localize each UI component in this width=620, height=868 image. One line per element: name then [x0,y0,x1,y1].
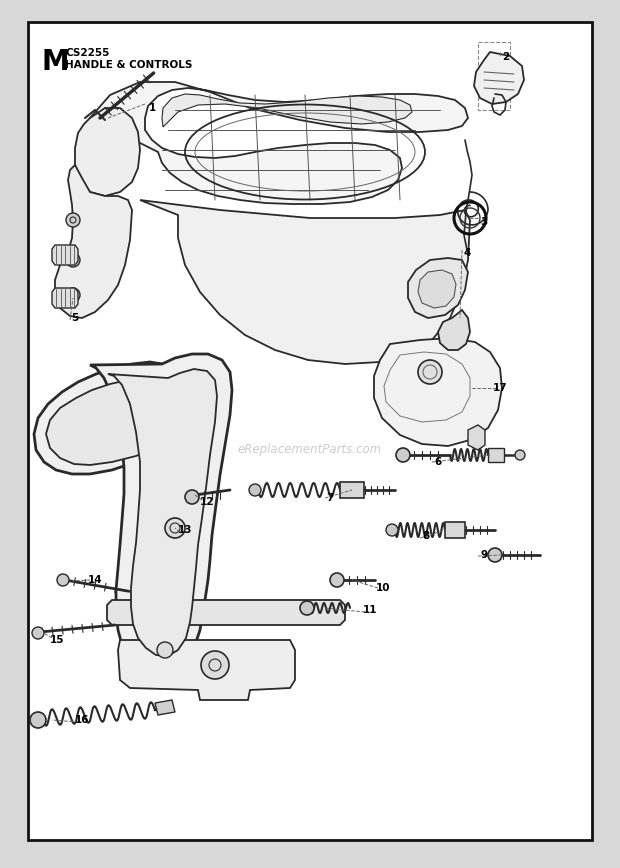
Circle shape [249,484,261,496]
Polygon shape [374,338,502,446]
Polygon shape [408,258,468,318]
Text: HANDLE & CONTROLS: HANDLE & CONTROLS [65,60,192,70]
Polygon shape [474,52,524,104]
Polygon shape [438,310,470,350]
Polygon shape [75,108,140,196]
Text: 1: 1 [148,103,156,113]
Circle shape [30,712,46,728]
Text: 10: 10 [376,583,390,593]
Circle shape [57,574,69,586]
Circle shape [66,253,80,267]
Text: 5: 5 [71,313,79,323]
Circle shape [515,450,525,460]
Text: 9: 9 [480,550,487,560]
Circle shape [66,288,80,302]
Polygon shape [162,94,412,127]
Text: 6: 6 [435,457,441,467]
Polygon shape [445,522,465,538]
Polygon shape [90,82,468,204]
FancyBboxPatch shape [28,22,592,840]
Text: 15: 15 [50,635,64,645]
Circle shape [418,360,442,384]
Polygon shape [108,369,217,656]
Polygon shape [155,700,175,715]
Polygon shape [488,448,504,462]
Polygon shape [55,165,132,318]
Text: CS2255: CS2255 [65,48,109,58]
Text: 14: 14 [87,575,102,585]
Text: 8: 8 [422,531,430,541]
Polygon shape [418,270,456,308]
Circle shape [157,642,173,658]
Circle shape [330,573,344,587]
Polygon shape [107,600,345,625]
Circle shape [201,651,229,679]
Polygon shape [90,354,232,676]
Text: 4: 4 [463,248,471,258]
Polygon shape [52,245,78,265]
Polygon shape [46,378,200,465]
Text: 13: 13 [178,525,192,535]
Text: 12: 12 [200,497,215,507]
Text: 11: 11 [363,605,377,615]
Circle shape [66,213,80,227]
Polygon shape [340,482,364,498]
Circle shape [185,490,199,504]
Circle shape [488,548,502,562]
Text: 7: 7 [326,493,334,503]
Text: 16: 16 [75,715,89,725]
Polygon shape [140,200,470,364]
Circle shape [386,524,398,536]
Text: M: M [42,48,69,76]
Text: 17: 17 [493,383,507,393]
Polygon shape [34,358,222,474]
Circle shape [32,627,44,639]
Text: 3: 3 [480,217,487,227]
Polygon shape [468,425,485,450]
Circle shape [165,518,185,538]
Text: 2: 2 [502,52,510,62]
Text: eReplacementParts.com: eReplacementParts.com [238,444,382,457]
Polygon shape [52,288,78,308]
Polygon shape [118,640,295,700]
Circle shape [300,601,314,615]
Circle shape [396,448,410,462]
